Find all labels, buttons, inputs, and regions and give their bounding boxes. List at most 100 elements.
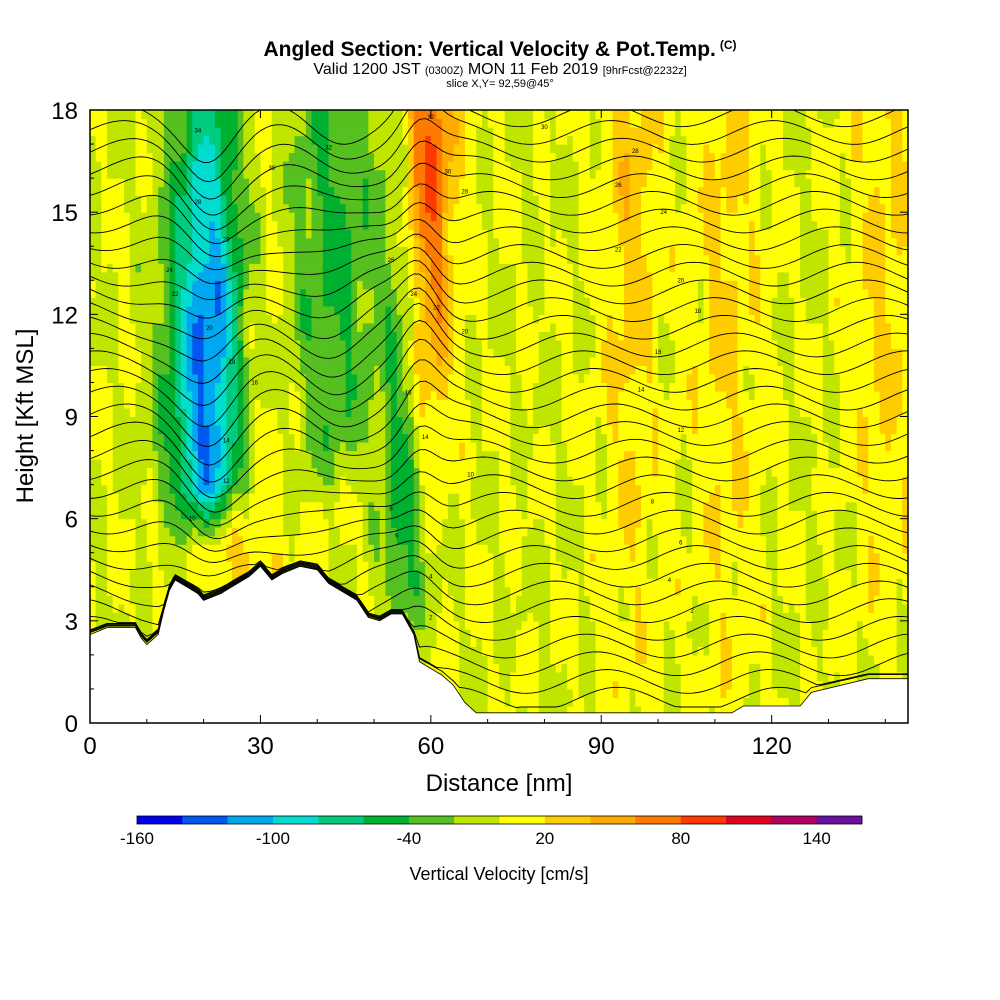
velocity-cell <box>368 365 375 375</box>
velocity-cell <box>470 450 477 460</box>
velocity-cell <box>283 186 290 196</box>
velocity-cell <box>112 237 119 247</box>
velocity-cell <box>402 203 409 213</box>
velocity-cell <box>254 484 262 494</box>
velocity-cell <box>476 688 483 699</box>
velocity-cell <box>408 603 415 613</box>
velocity-cell <box>180 399 188 409</box>
velocity-cell <box>95 314 102 324</box>
velocity-cell <box>260 407 267 418</box>
velocity-cell <box>362 535 369 545</box>
velocity-cell <box>345 390 352 401</box>
velocity-cell <box>146 152 154 162</box>
velocity-cell <box>169 280 176 290</box>
velocity-cell <box>175 407 182 418</box>
velocity-cell <box>203 229 210 239</box>
velocity-cell <box>90 127 97 137</box>
velocity-cell <box>362 348 369 358</box>
velocity-cell <box>396 586 404 596</box>
velocity-cell <box>351 127 358 137</box>
velocity-cell <box>141 595 148 605</box>
velocity-cell <box>305 484 313 494</box>
velocity-cell <box>362 561 369 571</box>
velocity-cell <box>300 450 307 460</box>
velocity-cell <box>408 263 415 273</box>
velocity-cell <box>101 356 108 367</box>
velocity-cell <box>169 297 176 307</box>
velocity-cell <box>379 161 386 171</box>
velocity-cell <box>237 178 244 188</box>
velocity-cell <box>328 178 335 188</box>
velocity-cell <box>294 229 301 239</box>
velocity-cell <box>300 476 307 486</box>
velocity-cell <box>101 425 108 435</box>
velocity-cell <box>243 144 250 154</box>
velocity-cell <box>112 331 119 341</box>
velocity-cell <box>374 433 381 443</box>
velocity-cell <box>464 697 472 707</box>
velocity-cell <box>311 127 318 137</box>
velocity-cell <box>277 407 284 418</box>
velocity-cell <box>90 535 97 545</box>
velocity-cell <box>402 229 409 239</box>
velocity-cell <box>129 467 137 477</box>
velocity-cell <box>107 603 114 613</box>
velocity-cell <box>192 339 199 349</box>
velocity-cell <box>396 578 404 588</box>
velocity-cell <box>459 407 466 418</box>
velocity-cell <box>305 195 313 205</box>
velocity-cell <box>112 425 119 435</box>
velocity-cell <box>158 399 165 409</box>
velocity-cell <box>300 527 307 537</box>
velocity-cell <box>442 476 449 486</box>
velocity-cell <box>476 569 483 579</box>
velocity-cell <box>283 246 290 256</box>
velocity-cell <box>339 152 347 162</box>
velocity-cell <box>180 467 188 477</box>
velocity-cell <box>118 169 125 179</box>
velocity-cell <box>419 476 426 486</box>
velocity-cell <box>146 467 154 477</box>
velocity-cell <box>351 220 358 230</box>
velocity-cell <box>141 442 148 452</box>
velocity-cell <box>249 476 256 486</box>
velocity-cell <box>351 578 358 588</box>
velocity-cell <box>470 339 477 349</box>
velocity-cell <box>351 271 358 281</box>
velocity-cell <box>476 237 483 247</box>
velocity-cell <box>413 569 421 579</box>
velocity-cell <box>186 399 193 409</box>
velocity-cell <box>209 467 216 477</box>
velocity-cell <box>362 578 369 588</box>
velocity-cell <box>118 595 125 605</box>
velocity-cell <box>328 314 335 324</box>
velocity-cell <box>277 229 284 239</box>
velocity-cell <box>180 229 188 239</box>
velocity-cell <box>413 144 421 154</box>
velocity-cell <box>379 288 386 298</box>
velocity-cell <box>141 212 148 222</box>
velocity-cell <box>186 501 193 511</box>
velocity-cell <box>362 586 369 596</box>
velocity-cell <box>317 561 324 571</box>
velocity-cell <box>163 297 171 307</box>
velocity-cell <box>175 356 182 367</box>
velocity-cell <box>430 263 438 273</box>
velocity-cell <box>322 322 330 332</box>
velocity-cell <box>163 544 171 554</box>
velocity-cell <box>322 186 330 196</box>
velocity-cell <box>379 399 386 409</box>
velocity-cell <box>107 144 114 154</box>
velocity-cell <box>220 135 227 145</box>
velocity-cell <box>464 467 472 477</box>
velocity-cell <box>107 118 114 128</box>
velocity-cell <box>95 382 102 392</box>
velocity-cell <box>141 246 148 256</box>
velocity-cell <box>322 169 330 179</box>
velocity-cell <box>141 382 148 392</box>
velocity-cell <box>146 280 154 290</box>
velocity-cell <box>220 229 227 239</box>
velocity-cell <box>396 144 404 154</box>
velocity-cell <box>283 203 290 213</box>
velocity-cell <box>152 442 159 452</box>
